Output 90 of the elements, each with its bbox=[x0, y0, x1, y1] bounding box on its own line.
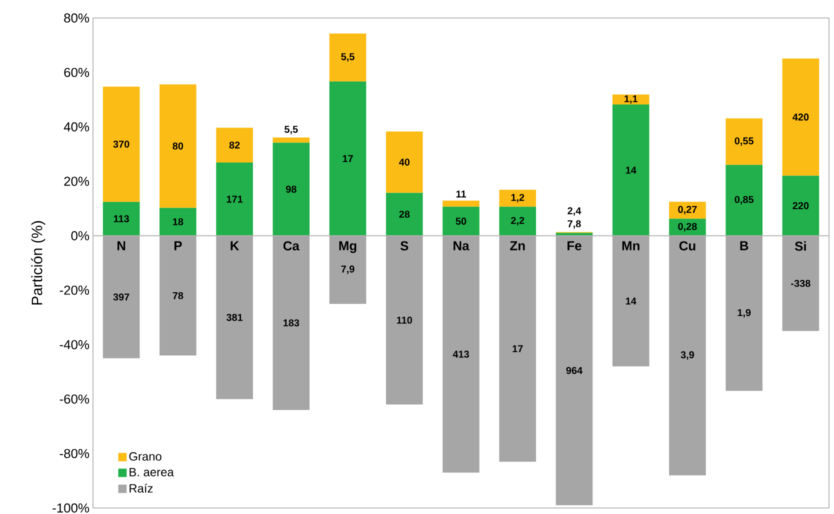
y-tick-label: -20% bbox=[60, 286, 90, 295]
x-tick-label: K bbox=[230, 241, 240, 250]
annotation: 1,2 bbox=[511, 194, 524, 202]
bar bbox=[669, 202, 706, 219]
annotation: 14 bbox=[626, 298, 636, 305]
annotation: 183 bbox=[283, 319, 300, 326]
bar bbox=[329, 81, 366, 236]
bar bbox=[216, 162, 253, 236]
annotation: 171 bbox=[226, 196, 243, 203]
annotation: 17 bbox=[342, 155, 353, 162]
bar bbox=[612, 94, 650, 105]
annotation: 5,5 bbox=[341, 53, 354, 62]
annotation: 370 bbox=[113, 140, 130, 148]
y-tick-label: -100% bbox=[52, 503, 90, 513]
y-tick-label: 40% bbox=[64, 122, 90, 132]
annotation: 113 bbox=[114, 215, 129, 222]
bar bbox=[102, 86, 140, 202]
bar bbox=[160, 84, 196, 208]
annotation: 413 bbox=[452, 350, 469, 358]
annotation: 14 bbox=[626, 166, 636, 174]
x-tick-label: Zn bbox=[510, 241, 525, 250]
y-tick-label: -80% bbox=[60, 448, 90, 458]
annotation: 397 bbox=[113, 293, 130, 301]
annotation: 3,9 bbox=[680, 351, 694, 360]
annotation: 82 bbox=[229, 142, 240, 149]
bar bbox=[782, 176, 820, 236]
x-tick-label: Cu bbox=[679, 241, 696, 250]
x-tick-label: P bbox=[174, 241, 182, 250]
bar bbox=[782, 58, 820, 176]
annotation: 1,9 bbox=[738, 309, 751, 318]
annotation: 28 bbox=[399, 210, 410, 218]
x-tick-label: S bbox=[400, 241, 408, 250]
y-tick-label: 80% bbox=[64, 13, 90, 23]
annotation: 17 bbox=[512, 345, 523, 352]
bar bbox=[160, 208, 196, 236]
bar bbox=[216, 128, 253, 163]
legend-label: Raíz bbox=[130, 484, 153, 493]
bar bbox=[102, 202, 140, 236]
y-tick-label: 0% bbox=[71, 231, 90, 240]
x-tick-label: Na bbox=[454, 241, 470, 250]
bar bbox=[272, 142, 310, 236]
annotation: 0,85 bbox=[734, 196, 754, 204]
x-tick-label: B bbox=[740, 241, 748, 250]
annotation: 2,2 bbox=[511, 216, 524, 226]
annotation: 18 bbox=[173, 218, 184, 226]
annotation: 78 bbox=[172, 292, 184, 300]
annotation: 40 bbox=[399, 158, 410, 166]
annotation: 98 bbox=[286, 186, 296, 193]
bar bbox=[499, 190, 536, 207]
annotation: 7,8 bbox=[568, 220, 581, 229]
bar bbox=[499, 206, 536, 236]
x-tick-label: N bbox=[118, 241, 126, 250]
x-tick-label: Mg bbox=[339, 241, 356, 253]
bar bbox=[726, 118, 762, 165]
y-tick-label: -40% bbox=[60, 340, 90, 350]
annotation: 5,5 bbox=[284, 126, 298, 134]
annotation: 420 bbox=[792, 114, 809, 121]
bar bbox=[726, 164, 762, 236]
annotation: 50 bbox=[456, 218, 466, 225]
bar bbox=[272, 137, 310, 143]
bar bbox=[386, 132, 423, 193]
annotation: 964 bbox=[566, 366, 582, 374]
x-tick-label: Si bbox=[794, 241, 806, 251]
y-tick-label: -60% bbox=[60, 394, 90, 404]
annotation: 220 bbox=[792, 202, 809, 210]
y-tick-label: 20% bbox=[64, 176, 90, 186]
bar bbox=[442, 200, 480, 207]
annotation: 381 bbox=[226, 314, 243, 321]
bar bbox=[386, 192, 423, 236]
y-axis-title: Partición (%) bbox=[31, 221, 46, 305]
x-tick-label: Fe bbox=[568, 241, 582, 250]
bar bbox=[329, 34, 366, 82]
annotation: -338 bbox=[791, 280, 810, 287]
annotation: 0,27 bbox=[678, 206, 697, 214]
bar bbox=[612, 104, 650, 236]
annotation: 11 bbox=[456, 190, 466, 198]
x-tick-label: Mn bbox=[622, 241, 640, 250]
annotation: 1,1 bbox=[624, 95, 638, 104]
x-tick-label: Ca bbox=[283, 241, 300, 250]
bar bbox=[442, 206, 480, 236]
annotation: 80 bbox=[172, 142, 184, 150]
annotation: 0,28 bbox=[678, 222, 697, 232]
annotation: 0,55 bbox=[734, 137, 754, 146]
legend-label: B. aerea bbox=[130, 468, 174, 476]
bar bbox=[669, 218, 706, 236]
y-tick-label: 60% bbox=[64, 68, 90, 78]
annotation: 2,4 bbox=[568, 207, 582, 216]
annotation: 110 bbox=[396, 316, 412, 324]
annotation: 7,9 bbox=[341, 266, 354, 274]
legend-label: Grano bbox=[129, 452, 162, 461]
